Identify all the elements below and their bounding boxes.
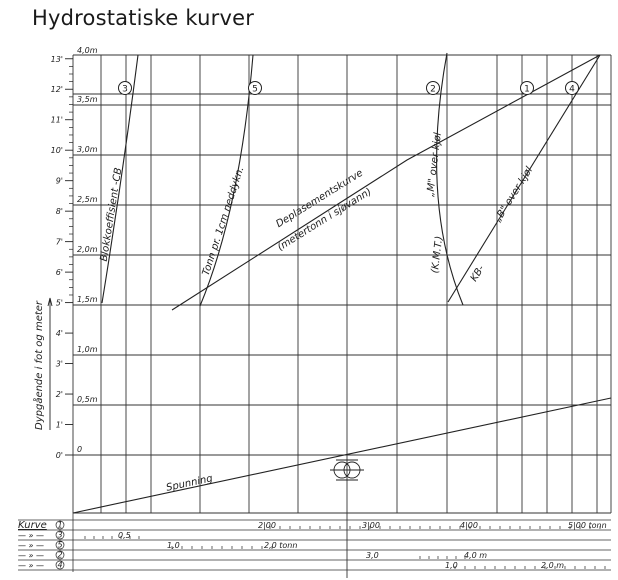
y-axis-label-feet: 12' [51, 85, 63, 94]
table-row-curve-3: — » — 3 0,5 [18, 531, 131, 541]
table-row-curve-4: — » — 4 1,0 2,0 m [18, 561, 564, 571]
y-axis-label-feet: 11' [51, 116, 63, 125]
svg-text:— » —: — » — [18, 541, 44, 550]
svg-text:2,0 m: 2,0 m [541, 561, 564, 570]
curve-3-block-coefficient [101, 54, 139, 304]
curve-number-5: 5 [248, 81, 262, 95]
svg-text:4,0 m: 4,0 m [464, 551, 487, 560]
svg-text:3,0: 3,0 [366, 551, 379, 560]
label-b-over-keel: „B" over kjøl [493, 165, 536, 224]
y-axis-label-feet: 8' [56, 207, 63, 216]
svg-text:2: 2 [430, 85, 436, 95]
scale-table [18, 513, 611, 578]
curve-2-kmt [436, 52, 464, 306]
table-row-curve-5: — » — 5 1,0 2,0 tonn [18, 541, 297, 551]
y-axis-title: Dypgående i fot og meter [32, 300, 45, 430]
curve-number-4: 4 [565, 81, 579, 95]
y-axis-label-meter: 3,0m [77, 145, 98, 154]
curve-1-displacement [171, 54, 601, 311]
svg-text:1: 1 [524, 85, 530, 95]
y-axis-label-meter: 0,5m [77, 395, 98, 404]
y-axis-label-feet: 5' [56, 299, 63, 308]
svg-text:4: 4 [57, 561, 62, 570]
svg-text:2: 2 [57, 551, 62, 560]
label-kmt: (K.M.T.) [430, 235, 445, 274]
y-axis-label-meter: 0 [77, 445, 82, 454]
y-axis-arrowhead [47, 297, 53, 307]
y-axis-label-feet: 4' [56, 329, 63, 338]
svg-text:1: 1 [57, 521, 62, 530]
y-axis-label-meter: 3,5m [77, 95, 98, 104]
svg-text:4: 4 [569, 85, 575, 95]
svg-text:— » —: — » — [18, 551, 44, 560]
curve-number-2: 2 [426, 81, 440, 95]
curve-number-3: 3 [118, 81, 132, 95]
svg-text:— » —: — » — [18, 561, 44, 570]
svg-text:5: 5 [57, 541, 62, 550]
svg-text:2,0 tonn: 2,0 tonn [264, 541, 297, 550]
svg-text:4|00: 4|00 [460, 521, 478, 530]
svg-text:3: 3 [57, 531, 62, 540]
midship-symbol-icon [330, 459, 364, 481]
y-axis: 0' 1' 2' 3' 4' 5' 6' 7' 8' 9' 10' 11' 12' 13' 0 0,5m 1,0… [51, 46, 98, 513]
spunning-line [72, 397, 612, 514]
label-block-coefficient: Blokkoeffisient -CB [99, 167, 125, 262]
svg-text:2|00: 2|00 [258, 521, 276, 530]
y-axis-label-feet: 9' [56, 177, 63, 186]
y-axis-label-meter: 1,0m [77, 345, 98, 354]
svg-text:— » —: — » — [18, 531, 44, 540]
svg-text:5: 5 [252, 85, 258, 95]
svg-text:1,0: 1,0 [167, 541, 180, 550]
y-axis-label-feet: 3' [56, 360, 63, 369]
y-axis-label-feet: 13' [51, 55, 63, 64]
curve-4-kb [447, 54, 601, 303]
label-kb: KB- [469, 263, 487, 283]
label-m-over-keel: „M" over kjøl [425, 132, 444, 198]
table-row-curve-2: — » — 2 3,0 4,0 m [18, 551, 487, 561]
svg-text:3: 3 [122, 85, 128, 95]
y-axis-label-meter: 2,5m [77, 195, 98, 204]
label-tons-per-cm: Tonn pr. 1cm neddykn. [201, 165, 247, 277]
page-title: Hydrostatiske kurver [32, 6, 255, 30]
y-axis-label-feet: 2' [56, 390, 63, 399]
y-axis-label-feet: 1' [56, 421, 63, 430]
grid [73, 54, 612, 514]
y-axis-label-meter: 2,0m [77, 245, 98, 254]
scale-table-header: Kurve [18, 520, 47, 531]
svg-text:0,5: 0,5 [118, 531, 131, 540]
y-axis-label-meter: 1,5m [77, 295, 98, 304]
y-axis-label-feet: 7' [56, 238, 63, 247]
svg-text:5|00 tonn: 5|00 tonn [568, 521, 607, 530]
svg-text:1,0: 1,0 [445, 561, 458, 570]
y-axis-label-feet: 0' [56, 451, 63, 460]
y-axis-label-meter: 4,0m [77, 46, 98, 55]
svg-text:3|00: 3|00 [362, 521, 380, 530]
label-spunning: Spunning [165, 473, 213, 494]
table-row-curve-1: 1 2|00 3|00 4|00 5|00 tonn [55, 521, 607, 530]
curve-5-tons-per-cm [199, 54, 254, 307]
y-axis-label-feet: 10' [51, 146, 63, 155]
y-axis-label-feet: 6' [56, 268, 63, 277]
curve-number-1: 1 [520, 81, 534, 95]
